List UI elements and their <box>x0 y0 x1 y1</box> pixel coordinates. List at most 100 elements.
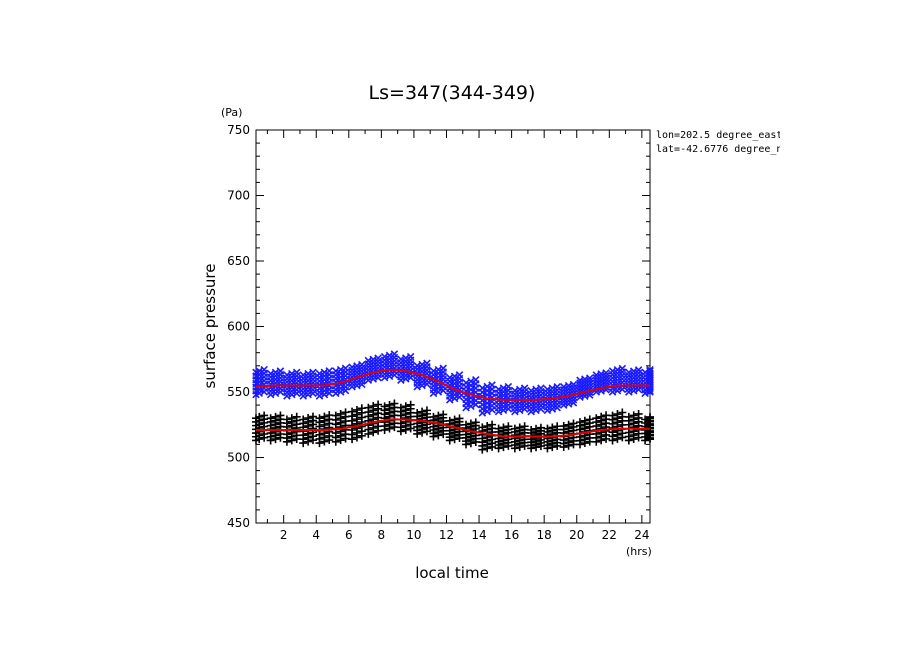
y-unit-label: (Pa) <box>221 106 242 119</box>
data-point-plus <box>483 421 492 430</box>
annotation-clip <box>780 120 904 160</box>
x-axis-title: local time <box>415 564 489 582</box>
data-point-x <box>478 384 487 392</box>
data-point-plus <box>478 423 487 432</box>
data-point-x <box>374 354 382 362</box>
data-point-plus <box>499 423 508 432</box>
data-point-x <box>585 380 594 388</box>
data-point-plus <box>613 410 622 419</box>
data-point-plus <box>266 414 275 423</box>
data-point-plus <box>515 423 524 432</box>
data-point-x <box>309 368 317 377</box>
data-point-plus <box>434 411 443 420</box>
data-point-plus <box>282 415 291 424</box>
data-point-x <box>585 382 594 391</box>
x-tick-label: 14 <box>471 528 486 542</box>
data-point-plus <box>320 412 329 421</box>
data-point-plus <box>488 420 497 429</box>
data-point-plus <box>336 409 345 418</box>
data-point-x <box>585 377 594 385</box>
data-point-x <box>325 367 334 375</box>
annotation-lon: lon=202.5 degree_east <box>656 130 782 141</box>
data-point-x <box>439 364 447 373</box>
x-tick-label: 4 <box>312 528 320 542</box>
y-tick-label: 450 <box>227 516 250 530</box>
data-point-plus <box>471 418 480 427</box>
data-point-plus <box>315 414 324 423</box>
data-point-plus <box>608 411 617 420</box>
data-point-plus <box>439 410 448 419</box>
data-point-x <box>602 374 610 383</box>
data-point-plus <box>418 407 427 416</box>
data-point-plus <box>364 403 373 412</box>
y-axis-title: surface pressure <box>201 264 219 389</box>
data-point-plus <box>641 415 650 424</box>
x-tick-label: 16 <box>504 528 519 542</box>
data-point-plus <box>445 416 454 425</box>
x-tick-label: 18 <box>537 528 552 542</box>
data-point-plus <box>564 420 573 429</box>
data-point-x <box>602 377 610 386</box>
data-point-plus <box>569 419 578 428</box>
data-point-plus <box>532 424 541 433</box>
data-point-x <box>467 377 475 386</box>
data-point-plus <box>352 405 361 414</box>
data-point-plus <box>543 424 552 433</box>
data-point-plus <box>385 400 394 409</box>
data-point-x <box>569 396 578 404</box>
data-point-plus <box>548 423 557 432</box>
data-point-x <box>585 374 594 382</box>
data-point-x <box>483 382 491 391</box>
data-point-plus <box>462 420 471 429</box>
y-tick-label: 650 <box>227 254 250 268</box>
data-point-plus <box>304 414 313 423</box>
y-tick-label: 750 <box>227 123 250 137</box>
data-point-plus <box>331 411 340 420</box>
data-point-plus <box>292 412 301 421</box>
x-tick-label: 24 <box>634 528 649 542</box>
data-point-plus <box>624 412 633 421</box>
data-point-plus <box>299 415 308 424</box>
data-point-x <box>292 368 301 377</box>
data-point-x <box>488 381 496 389</box>
data-point-plus <box>276 411 285 420</box>
data-point-x <box>602 369 610 377</box>
data-point-plus <box>422 406 431 415</box>
data-point-plus <box>455 414 464 423</box>
annotation-lat: lat=-42.6776 degree_north <box>656 144 807 155</box>
data-point-x <box>472 375 480 384</box>
data-point-plus <box>646 412 654 421</box>
data-point-x <box>585 391 594 399</box>
x-tick-label: 6 <box>345 528 353 542</box>
data-point-plus <box>580 416 589 425</box>
data-point-plus <box>536 423 545 432</box>
data-point-plus <box>380 402 389 411</box>
data-point-x <box>569 383 578 392</box>
data-point-x <box>341 364 350 373</box>
data-point-plus <box>429 412 438 421</box>
data-point-plus <box>592 414 601 423</box>
data-point-x <box>569 380 578 389</box>
data-point-x <box>602 371 610 380</box>
data-point-x <box>553 383 561 391</box>
fit-upper-line <box>255 368 650 401</box>
x-tick-label: 12 <box>439 528 454 542</box>
data-point-plus <box>634 409 643 418</box>
plot-frame <box>255 129 651 524</box>
data-point-plus <box>575 418 584 427</box>
y-tick-label: 550 <box>227 385 250 399</box>
data-point-plus <box>559 422 568 431</box>
x-tick-label: 10 <box>406 528 421 542</box>
data-point-plus <box>401 402 410 411</box>
data-point-plus <box>585 415 594 424</box>
data-point-x <box>358 360 366 369</box>
data-point-x <box>276 367 285 375</box>
data-point-plus <box>260 411 269 420</box>
fit-lower-line <box>256 418 650 438</box>
data-point-x <box>520 384 529 392</box>
data-point-plus <box>287 414 296 423</box>
data-point-plus <box>348 407 357 416</box>
data-point-x <box>634 366 643 374</box>
